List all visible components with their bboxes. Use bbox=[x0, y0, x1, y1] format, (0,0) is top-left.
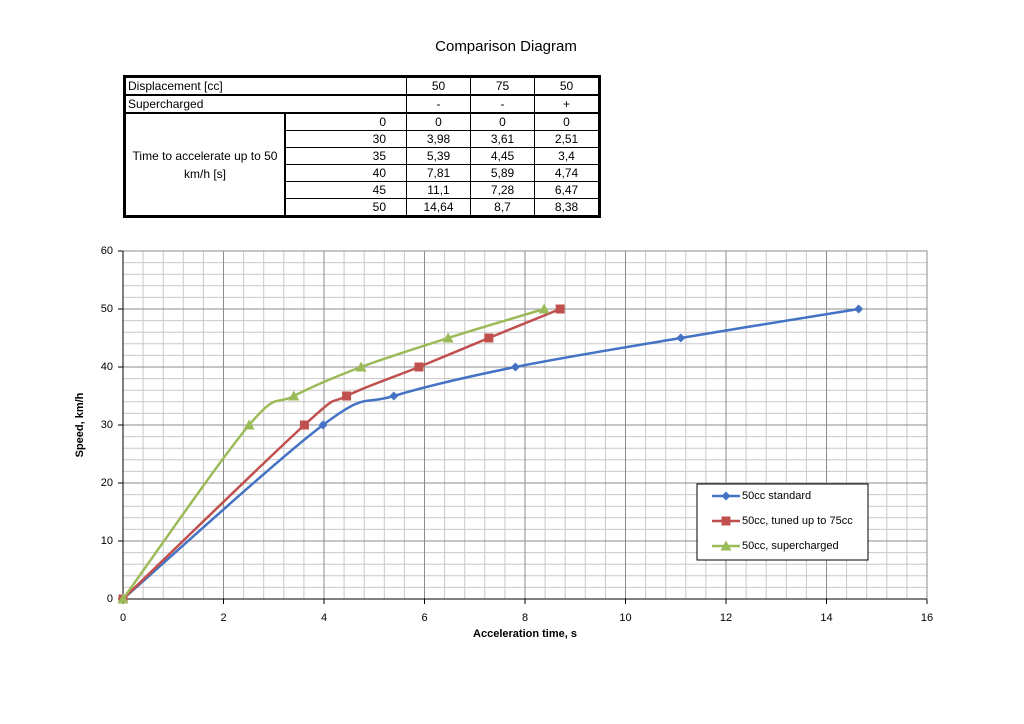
x-tick-label: 6 bbox=[421, 612, 427, 624]
y-tick-label: 20 bbox=[101, 477, 113, 489]
x-tick-label: 14 bbox=[820, 612, 832, 624]
x-tick-label: 10 bbox=[619, 612, 631, 624]
marker bbox=[538, 303, 550, 314]
table-cell: 4,45 bbox=[470, 147, 535, 165]
marker bbox=[318, 420, 328, 430]
data-table: Displacement [cc] 50 75 50 Supercharged - - + Ti… bbox=[123, 75, 601, 218]
y-tick-label: 10 bbox=[101, 535, 113, 547]
y-tick-label: 0 bbox=[107, 593, 113, 605]
table-cell: 40 bbox=[284, 164, 407, 182]
table-cell: - bbox=[470, 94, 535, 114]
series-line bbox=[122, 307, 561, 600]
marker bbox=[342, 391, 352, 401]
table-row: 40 7,81 5,89 4,74 bbox=[125, 164, 600, 182]
marker bbox=[243, 419, 255, 430]
marker bbox=[389, 391, 399, 401]
marker bbox=[414, 362, 424, 372]
legend-label: 50cc standard bbox=[742, 490, 811, 502]
x-tick-label: 16 bbox=[921, 612, 933, 624]
legend-label: 50cc, tuned up to 75cc bbox=[742, 515, 853, 527]
marker bbox=[299, 420, 309, 430]
legend-marker bbox=[721, 516, 731, 526]
table-cell: 0 bbox=[470, 112, 535, 131]
x-tick-label: 12 bbox=[720, 612, 732, 624]
table-row: Displacement [cc] 50 75 50 bbox=[124, 76, 600, 96]
table-cell: Supercharged bbox=[124, 94, 407, 114]
table-cell: 8,7 bbox=[470, 198, 535, 217]
marker bbox=[442, 332, 454, 343]
marker bbox=[510, 362, 520, 372]
x-tick-label: 8 bbox=[522, 612, 528, 624]
table-cell: 0 bbox=[534, 112, 600, 131]
table-cell: 3,4 bbox=[534, 147, 600, 165]
table-cell: 14,64 bbox=[406, 198, 471, 217]
table-cell: 30 bbox=[284, 130, 407, 148]
table-cell: 50 bbox=[284, 198, 407, 217]
legend-marker bbox=[720, 540, 732, 551]
table-row: Supercharged - - + bbox=[124, 94, 600, 114]
table-cell: Time to accelerate up to 50 km/h [s] bbox=[124, 112, 286, 217]
y-tick-label: 40 bbox=[101, 361, 113, 373]
legend-marker bbox=[721, 491, 731, 501]
series-line bbox=[121, 307, 545, 600]
marker bbox=[288, 390, 300, 401]
series-line bbox=[122, 307, 859, 600]
table-cell: 0 bbox=[406, 112, 471, 131]
table-cell: 8,38 bbox=[534, 198, 600, 217]
table-cell: 0 bbox=[284, 112, 407, 131]
table-cell: 75 bbox=[470, 76, 535, 96]
table-row: 50 14,64 8,7 8,38 bbox=[125, 198, 600, 217]
marker bbox=[854, 304, 864, 314]
table-cell: 5,89 bbox=[470, 164, 535, 182]
marker bbox=[676, 333, 686, 343]
table-cell: 3,61 bbox=[470, 130, 535, 148]
y-tick-label: 30 bbox=[101, 419, 113, 431]
table-cell: 7,28 bbox=[470, 181, 535, 199]
table-row: Time to accelerate up to 50 km/h [s] 0 0 0 0 bbox=[124, 112, 600, 217]
marker bbox=[355, 361, 367, 372]
table-cell: 35 bbox=[284, 147, 407, 165]
marker bbox=[117, 593, 129, 604]
marker bbox=[484, 333, 494, 343]
x-tick-label: 2 bbox=[220, 612, 226, 624]
legend-label: 50cc, supercharged bbox=[742, 540, 839, 552]
table-cell: Displacement [cc] bbox=[124, 76, 407, 96]
table-cell: 7,81 bbox=[406, 164, 471, 182]
table-cell: 50 bbox=[406, 76, 471, 96]
table-row: 45 11,1 7,28 6,47 bbox=[125, 181, 600, 199]
x-tick-label: 0 bbox=[120, 612, 126, 624]
table-cell: - bbox=[406, 94, 471, 114]
y-tick-label: 60 bbox=[101, 245, 113, 257]
marker bbox=[555, 304, 565, 314]
x-axis-title: Acceleration time, s bbox=[473, 628, 577, 640]
x-tick-label: 4 bbox=[321, 612, 327, 624]
table-cell: 4,74 bbox=[534, 164, 600, 182]
table-cell: + bbox=[534, 94, 600, 114]
table-cell: 11,1 bbox=[406, 181, 471, 199]
y-axis-title: Speed, km/h bbox=[74, 392, 86, 457]
table-cell: 3,98 bbox=[406, 130, 471, 148]
table-cell: 5,39 bbox=[406, 147, 471, 165]
table-cell: 50 bbox=[534, 76, 600, 96]
table-cell: 45 bbox=[284, 181, 407, 199]
table-cell: 2,51 bbox=[534, 130, 600, 148]
y-tick-label: 50 bbox=[101, 303, 113, 315]
table-cell: 6,47 bbox=[534, 181, 600, 199]
chart-title: Comparison Diagram bbox=[435, 38, 577, 55]
